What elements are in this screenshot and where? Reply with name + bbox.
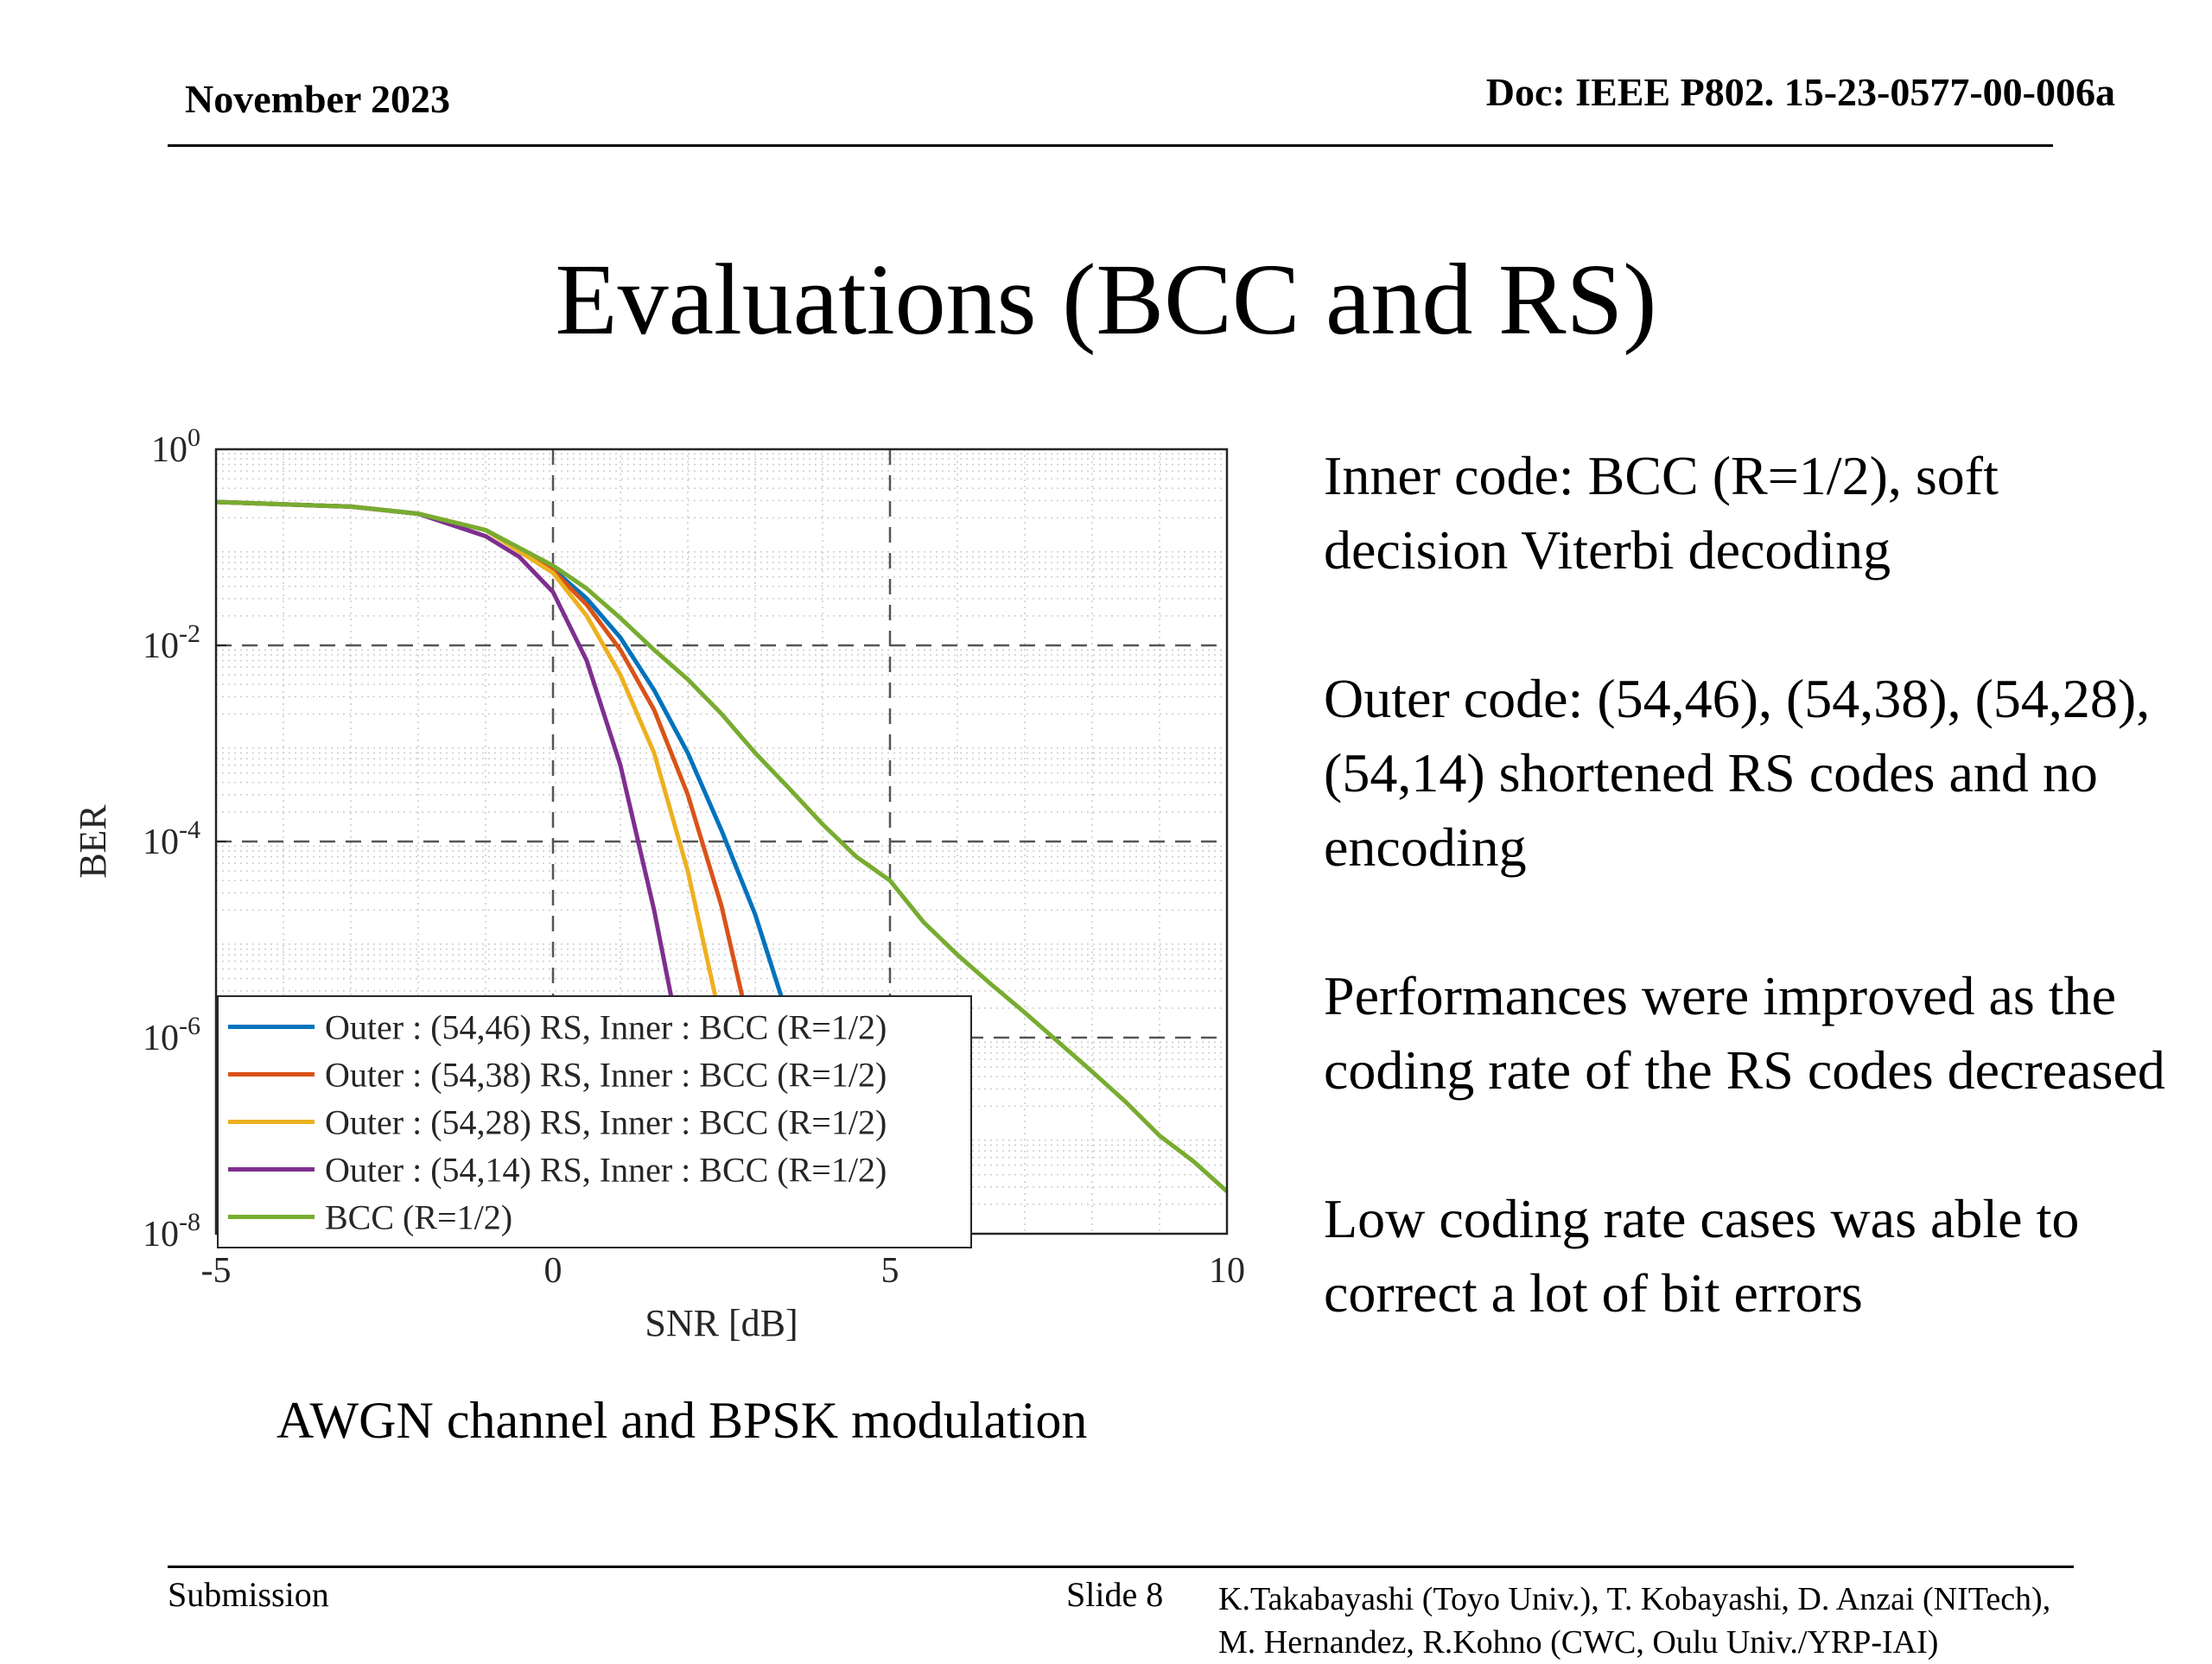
x-tick-label: -5 xyxy=(201,1251,232,1291)
header-rule xyxy=(168,144,2053,147)
series-line-5 xyxy=(215,499,1229,1193)
x-tick-label: 10 xyxy=(1209,1251,1245,1291)
y-axis-label: BER xyxy=(72,804,114,879)
bullet-inner-code: Inner code: BCC (R=1/2), soft decision V… xyxy=(1324,445,1999,581)
legend-label-1: Outer : (54,46) RS, Inner : BCC (R=1/2) xyxy=(325,1008,887,1047)
chart-caption: AWGN channel and BPSK modulation xyxy=(276,1392,1088,1449)
bullet-performance: Performances were improved as the coding… xyxy=(1324,965,2165,1101)
bullet-correction: Low coding rate cases was able to correc… xyxy=(1324,1188,2080,1324)
ber-chart: -5 0 5 10 100 10-2 10-4 10-6 10-8 SNR [dB] BER Oute… xyxy=(72,423,1245,1344)
legend-label-5: BCC (R=1/2) xyxy=(325,1198,512,1237)
footer-authors-line-1: K.Takabayashi (Toyo Univ.), T. Kobayashi… xyxy=(1218,1581,2051,1617)
bullet-list: Inner code: BCC (R=1/2), soft decision V… xyxy=(1324,439,2188,1405)
legend-label-4: Outer : (54,14) RS, Inner : BCC (R=1/2) xyxy=(325,1151,887,1190)
x-tick-label: 0 xyxy=(544,1251,563,1291)
legend-label-3: Outer : (54,28) RS, Inner : BCC (R=1/2) xyxy=(325,1103,887,1142)
x-axis-label: SNR [dB] xyxy=(645,1302,798,1344)
footer-rule xyxy=(168,1566,2074,1568)
y-tick-label: 10-6 xyxy=(143,1012,200,1058)
y-tick-label: 10-8 xyxy=(143,1208,200,1254)
legend-box xyxy=(217,995,972,1248)
footer-submission: Submission xyxy=(168,1575,329,1614)
header-doc-id: Doc: IEEE P802. 15-23-0577-00-006a xyxy=(1485,70,2115,114)
legend-label-2: Outer : (54,38) RS, Inner : BCC (R=1/2) xyxy=(325,1056,887,1095)
y-tick-label: 10-2 xyxy=(143,619,200,666)
y-tick-label: 100 xyxy=(151,423,200,470)
footer-slide-number: Slide 8 xyxy=(1066,1575,1164,1614)
footer-authors: K.Takabayashi (Toyo Univ.), T. Kobayashi… xyxy=(1218,1578,2050,1664)
header-date: November 2023 xyxy=(185,77,451,121)
x-tick-label: 5 xyxy=(881,1251,899,1291)
slide-title: Evaluations (BCC and RS) xyxy=(555,243,1657,356)
bullet-outer-code: Outer code: (54,46), (54,38), (54,28), (… xyxy=(1324,668,2151,878)
footer-authors-line-2: M. Hernandez, R.Kohno (CWC, Oulu Univ./Y… xyxy=(1218,1624,1939,1661)
y-tick-label: 10-4 xyxy=(143,816,200,862)
